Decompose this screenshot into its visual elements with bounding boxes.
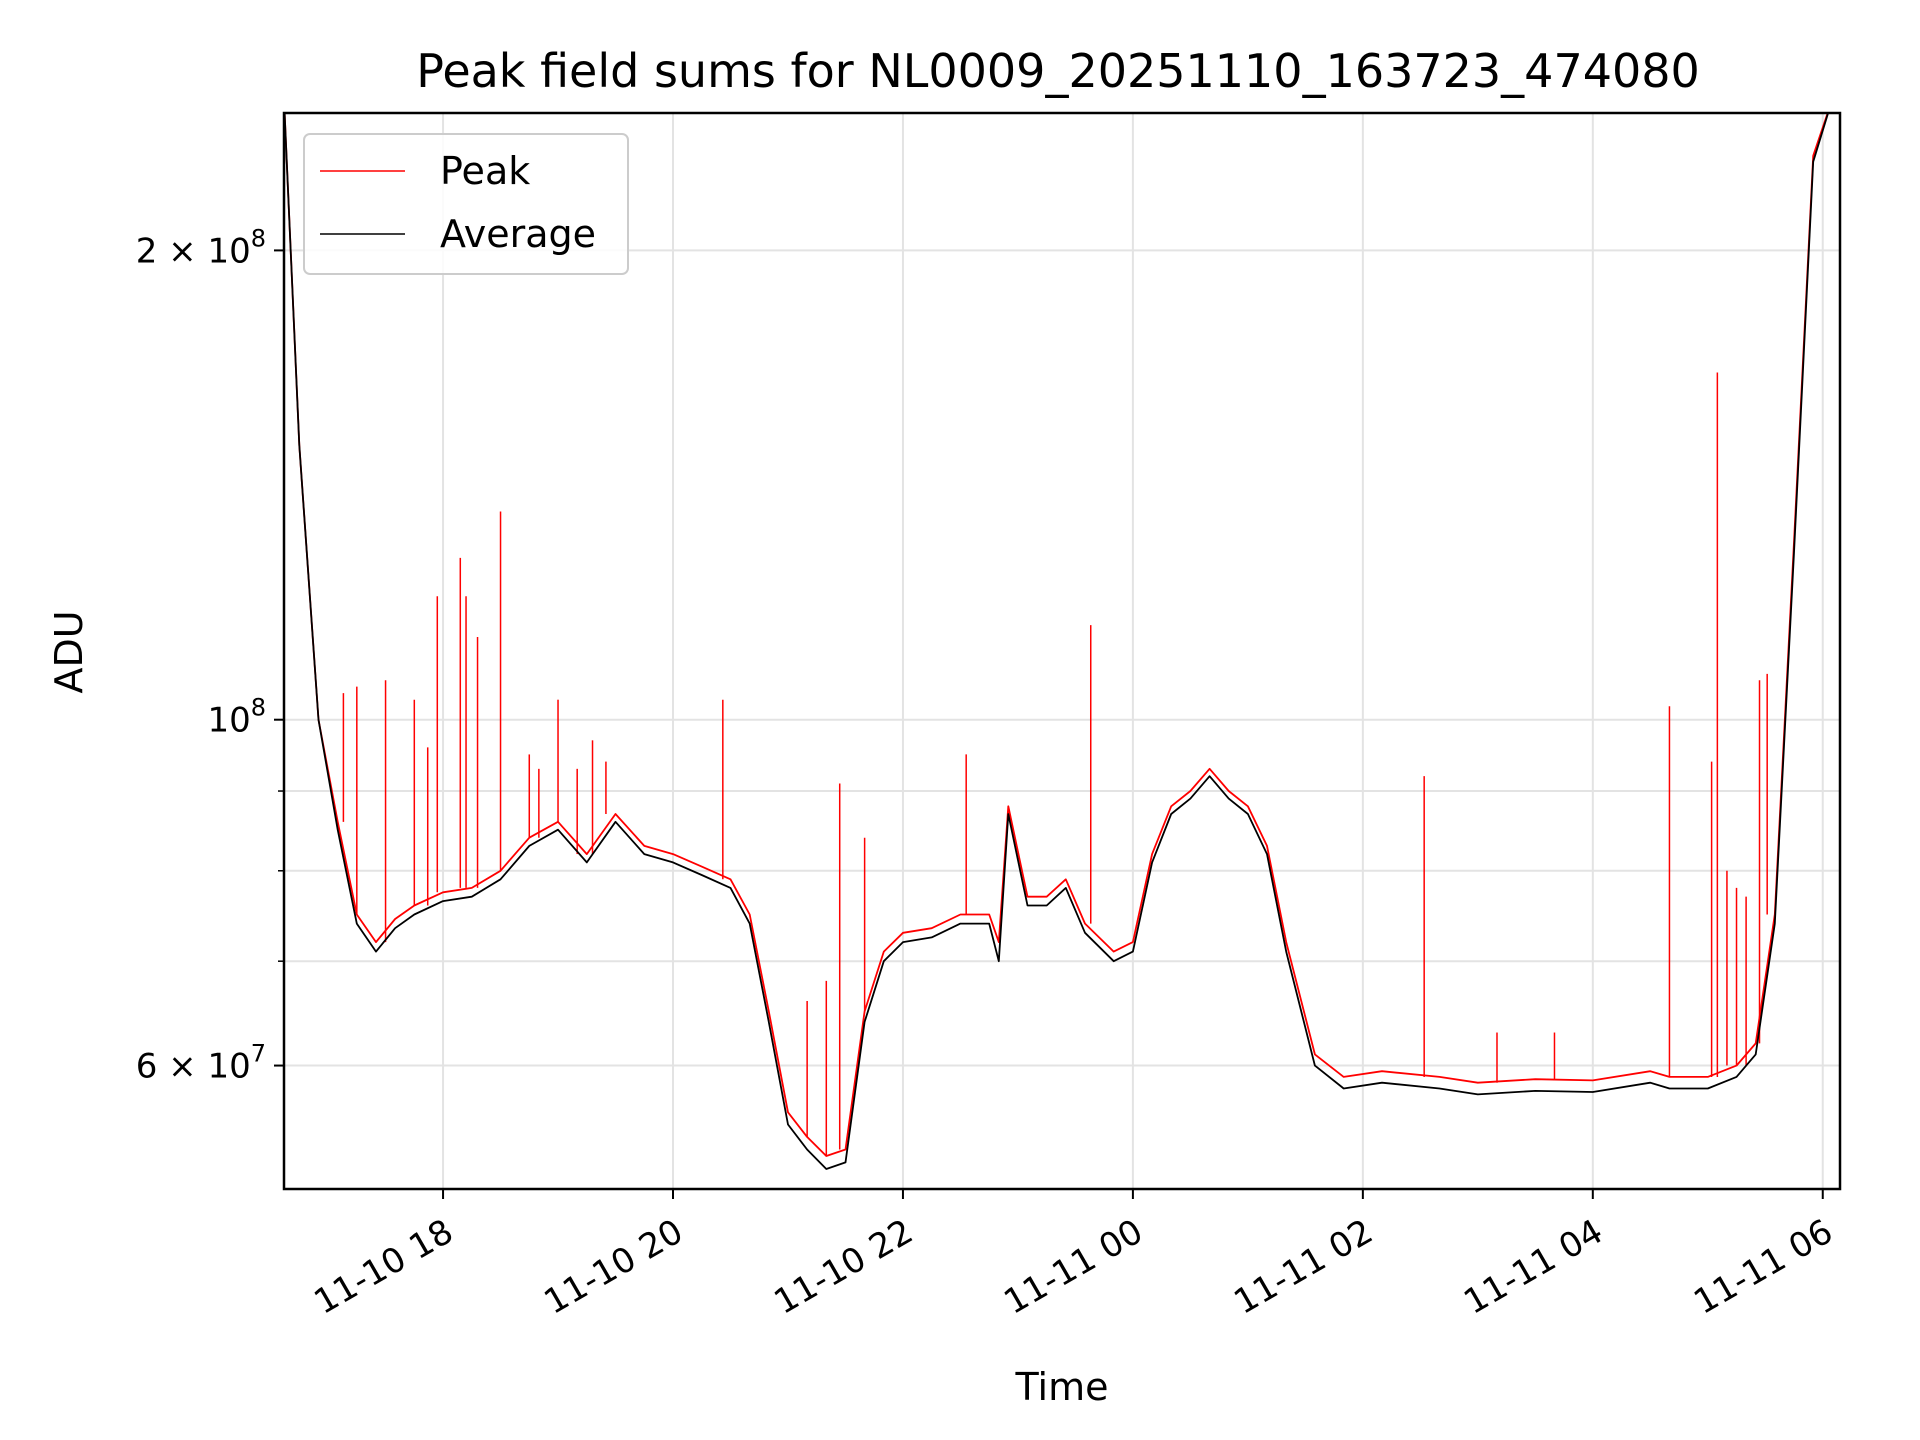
- legend-box: [303, 133, 629, 275]
- series-group: [284, 113, 1830, 1170]
- y-tick-label-6-10-7: 6 × 107: [136, 1040, 266, 1087]
- y-tick-label-10-8: 108: [207, 694, 266, 741]
- y-tick-label-2-10-8: 2 × 108: [136, 224, 266, 271]
- plot-frame: [282, 111, 1842, 1191]
- y-axis-label: ADU: [47, 610, 91, 693]
- grid: [284, 113, 1840, 1189]
- legend: Peak Average: [303, 133, 629, 275]
- legend-label-peak: Peak: [440, 149, 530, 193]
- legend-label-average: Average: [440, 212, 596, 256]
- chart-title: Peak field sums for NL0009_20251110_1637…: [416, 44, 1700, 98]
- x-axis-label: Time: [1015, 1365, 1109, 1409]
- series-line-average: [284, 113, 1830, 1170]
- y-axis: 2 × 108 108 6 × 107: [136, 224, 284, 1087]
- series-line-peak: [284, 113, 1829, 1157]
